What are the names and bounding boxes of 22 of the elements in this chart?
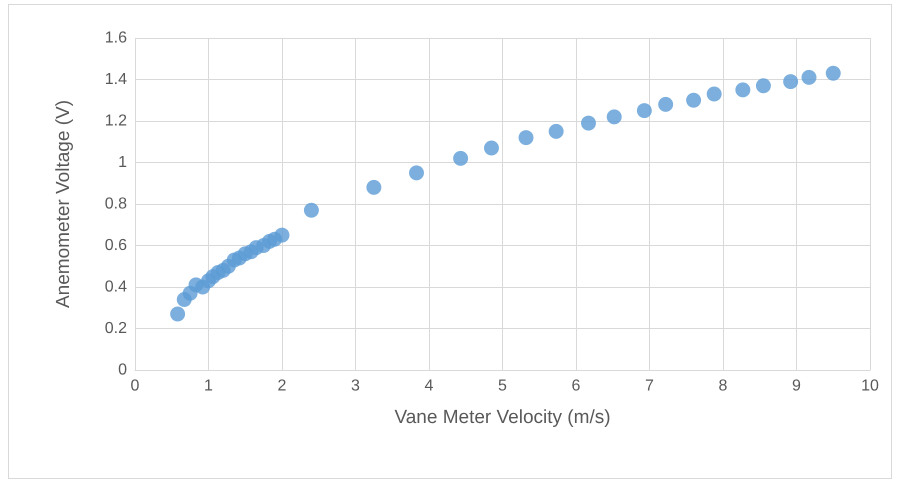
y-axis-title: Anemometer Voltage (V) [53, 100, 74, 308]
x-tick-label: 5 [498, 378, 508, 394]
x-tick-label: 9 [792, 378, 802, 394]
x-tick-label: 1 [204, 378, 214, 394]
x-tick-label: 7 [645, 378, 654, 394]
x-tick-label: 2 [278, 378, 287, 394]
x-axis-title: Vane Meter Velocity (m/s) [394, 407, 611, 428]
y-tick-label: 1.2 [104, 112, 128, 130]
y-tick-label: 0.4 [104, 278, 128, 296]
y-tick-label: 0.2 [104, 320, 128, 337]
x-tick-label: 10 [861, 378, 879, 394]
x-tick-label: 3 [351, 378, 360, 394]
x-tick-label: 6 [572, 378, 581, 394]
y-tick-label: 0 [118, 362, 128, 378]
y-tick-label: 0.6 [104, 237, 128, 254]
y-tick-label: 1 [118, 154, 128, 171]
y-tick-label: 1.6 [104, 30, 128, 46]
x-tick-label: 0 [130, 378, 140, 394]
y-tick-label: 0.8 [104, 196, 128, 212]
x-tick-label: 4 [424, 378, 434, 394]
x-tick-label: 8 [718, 378, 728, 394]
y-tick-label: 1.4 [104, 71, 128, 88]
